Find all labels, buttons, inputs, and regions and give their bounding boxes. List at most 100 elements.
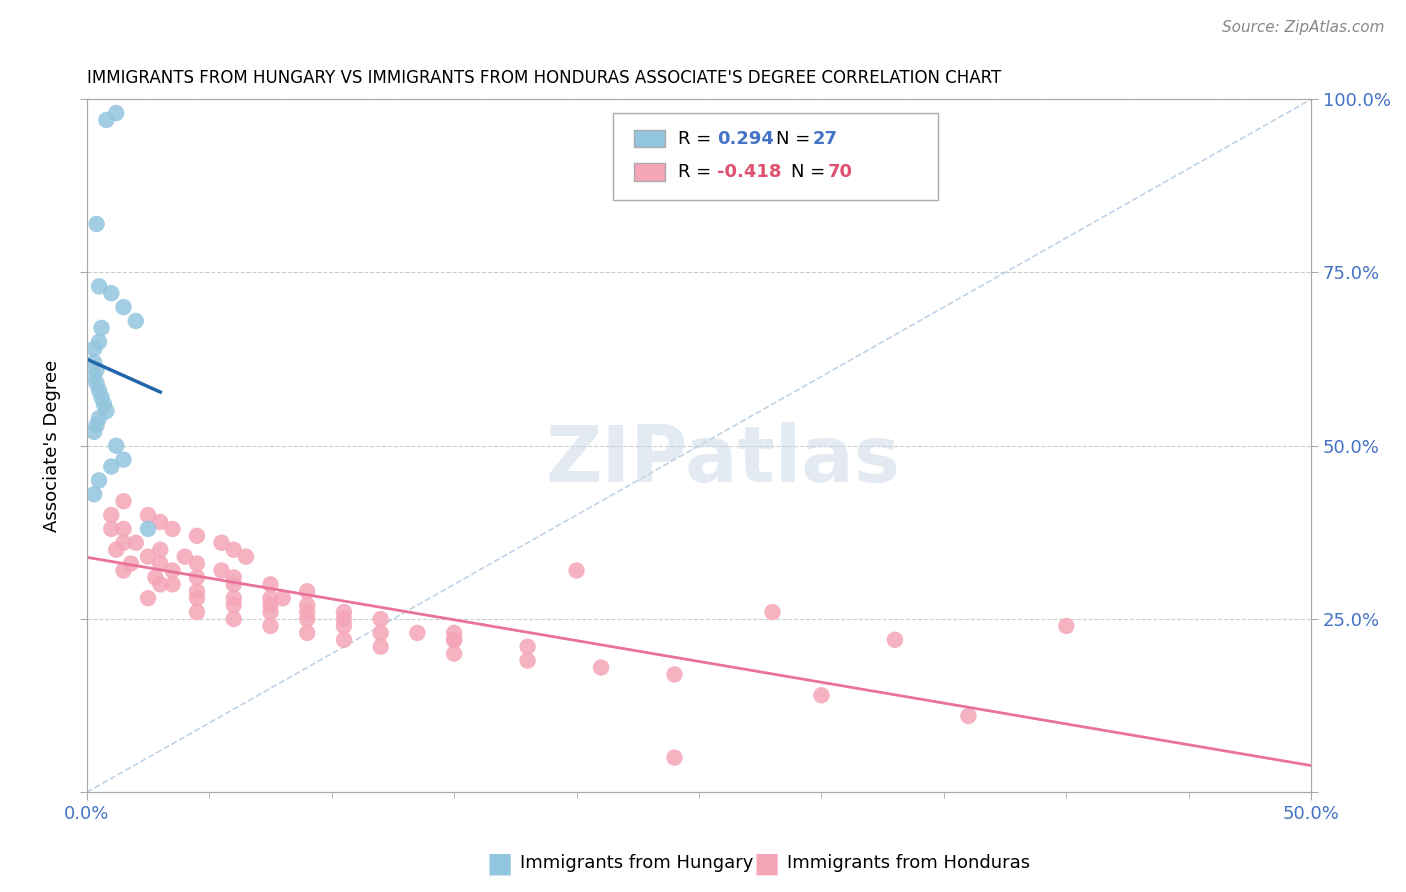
Point <box>186 529 208 543</box>
Point <box>516 654 538 668</box>
Text: N =: N = <box>790 163 831 181</box>
Point <box>516 640 538 654</box>
Point <box>333 605 356 619</box>
Point <box>100 508 122 522</box>
Point <box>211 535 233 549</box>
Point <box>87 334 110 349</box>
Point <box>406 625 429 640</box>
Text: R =: R = <box>678 129 717 148</box>
Point <box>100 522 122 536</box>
Point <box>761 605 783 619</box>
Point <box>957 709 980 723</box>
Point <box>664 667 686 681</box>
Text: ■: ■ <box>754 849 779 878</box>
Point <box>259 619 281 633</box>
Point <box>145 570 167 584</box>
Point <box>83 342 105 356</box>
Point <box>96 113 118 128</box>
Point <box>112 564 135 578</box>
Point <box>443 625 465 640</box>
Point <box>100 286 122 301</box>
Point <box>333 619 356 633</box>
Point <box>105 106 128 120</box>
Point <box>149 557 172 571</box>
Point <box>173 549 195 564</box>
Point <box>810 688 832 702</box>
Point <box>162 577 184 591</box>
Point <box>112 522 135 536</box>
Point <box>186 557 208 571</box>
Point <box>222 577 245 591</box>
Point <box>112 300 135 314</box>
Text: 27: 27 <box>813 129 838 148</box>
Point <box>370 625 392 640</box>
Point <box>295 612 318 626</box>
Text: IMMIGRANTS FROM HUNGARY VS IMMIGRANTS FROM HONDURAS ASSOCIATE'S DEGREE CORRELATI: IMMIGRANTS FROM HUNGARY VS IMMIGRANTS FR… <box>87 69 1001 87</box>
Text: Source: ZipAtlas.com: Source: ZipAtlas.com <box>1222 20 1385 35</box>
Point <box>259 605 281 619</box>
Point <box>222 591 245 606</box>
Point <box>565 564 588 578</box>
Point <box>211 564 233 578</box>
Point <box>370 640 392 654</box>
Point <box>86 376 108 391</box>
Text: R =: R = <box>678 163 717 181</box>
Point <box>86 362 108 376</box>
Point <box>222 612 245 626</box>
Point <box>86 217 108 231</box>
FancyBboxPatch shape <box>634 130 665 147</box>
Point <box>235 549 257 564</box>
Point <box>162 564 184 578</box>
Point <box>443 632 465 647</box>
Point <box>333 612 356 626</box>
Point <box>90 321 112 335</box>
Point <box>222 542 245 557</box>
Point <box>83 369 105 384</box>
Point <box>162 522 184 536</box>
Point <box>883 632 905 647</box>
Text: ZIPatlas: ZIPatlas <box>546 422 901 498</box>
Point <box>149 542 172 557</box>
Point <box>186 584 208 599</box>
Point <box>93 397 115 411</box>
Point <box>83 425 105 439</box>
Point <box>136 591 159 606</box>
Point <box>186 591 208 606</box>
Point <box>136 522 159 536</box>
Point <box>96 404 118 418</box>
Point <box>120 557 142 571</box>
Point <box>295 605 318 619</box>
Point <box>295 625 318 640</box>
Point <box>295 598 318 612</box>
Point <box>295 584 318 599</box>
Point <box>271 591 294 606</box>
Text: 70: 70 <box>828 163 852 181</box>
Text: Immigrants from Honduras: Immigrants from Honduras <box>787 855 1031 872</box>
Point <box>149 577 172 591</box>
FancyBboxPatch shape <box>634 163 665 180</box>
Point <box>589 660 612 674</box>
Point <box>112 452 135 467</box>
FancyBboxPatch shape <box>613 113 938 200</box>
Point <box>443 632 465 647</box>
Point <box>90 390 112 404</box>
Text: N =: N = <box>776 129 815 148</box>
Point <box>136 549 159 564</box>
Point <box>186 605 208 619</box>
Point <box>186 570 208 584</box>
Point <box>136 508 159 522</box>
Point <box>112 535 135 549</box>
Point <box>222 598 245 612</box>
Point <box>87 474 110 488</box>
Point <box>105 542 128 557</box>
Text: ■: ■ <box>486 849 512 878</box>
Text: 0.294: 0.294 <box>717 129 775 148</box>
Point <box>259 598 281 612</box>
Point <box>443 647 465 661</box>
Point <box>112 494 135 508</box>
Point <box>87 279 110 293</box>
Point <box>105 439 128 453</box>
Point <box>87 384 110 398</box>
Point <box>83 355 105 369</box>
Point <box>259 591 281 606</box>
